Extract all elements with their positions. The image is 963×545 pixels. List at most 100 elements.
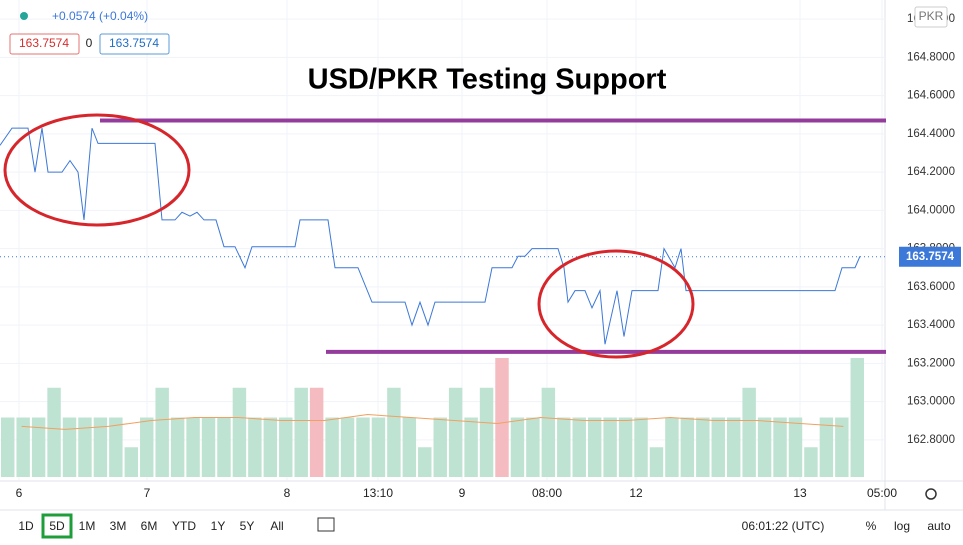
volume-bar: [31, 417, 46, 477]
chart-title: USD/PKR Testing Support: [308, 64, 667, 96]
volume-bar: [402, 417, 417, 477]
volume-bar: [170, 417, 185, 477]
volume-bar: [371, 417, 386, 477]
volume-bar: [433, 417, 447, 477]
range-button[interactable]: 1M: [79, 519, 96, 533]
volume-bar: [526, 417, 540, 477]
volume-bar: [248, 417, 262, 477]
range-button[interactable]: 1Y: [211, 519, 226, 533]
highlight-circle: [3, 113, 191, 227]
volume-bar: [680, 417, 695, 477]
active-range-box: [41, 513, 73, 539]
volume-ma: [21, 414, 844, 430]
ask[interactable]: 163.7574: [109, 36, 159, 50]
range-button[interactable]: 5Y: [240, 519, 255, 533]
volume-bar: [696, 417, 710, 477]
volume-bar: [140, 417, 154, 477]
volume-bar: [510, 417, 525, 477]
volume-bar: [356, 417, 370, 477]
volume-bar: [294, 387, 308, 477]
price: [0, 118, 886, 354]
range-button[interactable]: 6M: [141, 519, 158, 533]
volume-bar: [124, 447, 139, 477]
volume-bar: [726, 417, 741, 477]
last-price-box: [899, 246, 961, 267]
range-button[interactable]: 5D: [49, 519, 65, 533]
volume-bar: [618, 417, 633, 477]
date-range-icon[interactable]: [317, 517, 335, 532]
clock: 06:01:22 (UTC): [742, 519, 825, 533]
axes: 162.8000 163.0000 163.2000 163.4000 163.6000…: [16, 13, 961, 500]
volume-bar: [464, 417, 478, 477]
last-price-label: 163.7574: [906, 251, 955, 263]
scale-option[interactable]: %: [866, 519, 877, 533]
bid[interactable]: 163.7574: [19, 36, 69, 50]
volume-bar: [448, 387, 463, 477]
y-tick-label: 162.8000: [907, 434, 955, 446]
ask-box[interactable]: [99, 33, 170, 55]
x-tick-label: 05:00: [867, 486, 897, 500]
y-tick-label: 164.4000: [907, 128, 955, 140]
y-tick-label: 163.6000: [907, 281, 955, 293]
x-tick-label: 13: [793, 486, 807, 500]
range-button[interactable]: All: [270, 519, 283, 533]
change: +0.0574 (+0.04%): [52, 9, 148, 23]
volume-bar: [479, 387, 494, 477]
volume-bar: [186, 417, 200, 477]
x-tick-label: 8: [284, 486, 291, 500]
volume-bar: [711, 417, 725, 477]
volume-bar: [587, 417, 602, 477]
volume-bar: [279, 417, 293, 477]
y-tick-label: 163.0000: [907, 396, 955, 408]
scale-option[interactable]: auto: [927, 519, 951, 533]
volume: [1, 358, 864, 477]
volume-bar: [217, 417, 231, 477]
volume-bar: [557, 417, 571, 477]
volume-bar: [201, 417, 216, 477]
volume-bar: [325, 417, 339, 477]
status-dot: [20, 12, 28, 20]
y-tick-label: 164.6000: [907, 90, 955, 102]
volume-bar: [93, 417, 108, 477]
volume-bar: [340, 417, 355, 477]
bid-box[interactable]: [9, 33, 80, 55]
volume-bar: [263, 417, 278, 477]
range-button[interactable]: 3M: [110, 519, 127, 533]
highlight-circle: [537, 249, 695, 359]
y-tick-label: 164.2000: [907, 166, 955, 178]
volume-bar: [634, 417, 648, 477]
volume-bar: [649, 447, 664, 477]
spread: 0: [86, 36, 93, 50]
volume-bar: [495, 358, 509, 477]
volume-bar: [819, 417, 834, 477]
x-tick-label: 12: [629, 486, 643, 500]
settings-icon[interactable]: [925, 488, 937, 500]
x-tick-label: 13:10: [363, 486, 393, 500]
volume-bar: [387, 387, 401, 477]
volume-bar: [541, 387, 556, 477]
volume-bar: [1, 417, 15, 477]
volume-bar: [232, 387, 247, 477]
volume-bar: [309, 387, 324, 477]
volume-bar: [788, 417, 803, 477]
volume-bar: [850, 358, 864, 477]
volume-bar: [757, 417, 772, 477]
y-tick-label: 163.4000: [907, 319, 955, 331]
x-tick-label: 6: [16, 486, 23, 500]
price-line: [0, 127, 861, 345]
volume-bar: [835, 417, 849, 477]
x-tick-label: 7: [144, 486, 151, 500]
volume-bar: [155, 387, 169, 477]
range-button[interactable]: YTD: [172, 519, 196, 533]
volume-bar: [603, 417, 617, 477]
y-tick-label: 164.8000: [907, 51, 955, 63]
currency: PKR: [919, 9, 944, 23]
y-tick-label: 163.2000: [907, 357, 955, 369]
range-button[interactable]: 1D: [18, 519, 34, 533]
volume-bar: [742, 387, 756, 477]
volume-bar: [62, 417, 77, 477]
y-tick-label: 164.0000: [907, 204, 955, 216]
scale-option[interactable]: log: [894, 519, 910, 533]
x-tick-label: 08:00: [532, 486, 562, 500]
volume-bar: [16, 417, 30, 477]
